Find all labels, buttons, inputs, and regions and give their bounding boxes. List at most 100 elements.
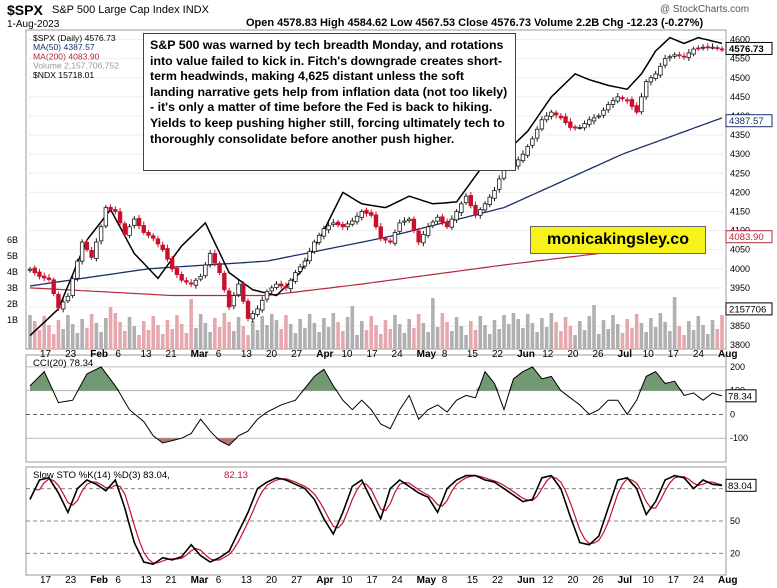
volume-bar	[307, 314, 312, 349]
candle-body	[620, 97, 625, 100]
volume-bar	[549, 313, 554, 349]
candle-body	[193, 279, 199, 286]
candle-body	[369, 212, 374, 216]
candle-body	[212, 253, 218, 264]
candle-body	[293, 272, 298, 282]
volume-bar	[293, 333, 298, 349]
volume-bar	[132, 326, 137, 349]
volume-bar	[80, 319, 84, 349]
sto-d-line	[29, 474, 723, 564]
x-label-top-4: 13	[140, 349, 152, 360]
volume-bar	[336, 322, 340, 349]
candle-body	[269, 287, 274, 292]
candle-body	[345, 223, 350, 228]
volume-bar	[75, 333, 80, 349]
candle-body	[416, 230, 421, 243]
candle-body	[468, 195, 473, 207]
price-tick-label-1: 3850	[730, 321, 750, 331]
x-label-top-0: 17	[40, 349, 52, 360]
volume-bar	[611, 315, 615, 349]
candle-body	[478, 209, 483, 216]
volume-bar	[359, 321, 364, 349]
candle-body	[534, 128, 540, 139]
candle-body	[51, 279, 56, 295]
legend-ma200: MA(200) 4083.90	[33, 51, 100, 61]
candle-body	[667, 56, 673, 59]
volume-tick-label-3: 3B	[7, 283, 18, 293]
candle-body	[606, 104, 611, 111]
candle-body	[473, 204, 478, 216]
legend-volume: Volume 2,157,706,752	[33, 61, 119, 71]
x-label-top-15: May	[417, 349, 437, 360]
volume-bar	[255, 330, 260, 349]
volume-bar	[426, 332, 430, 349]
cci-overbought-fill	[30, 366, 722, 391]
candle-body	[634, 105, 639, 113]
volume-bar	[687, 321, 691, 349]
volume-bar	[393, 315, 397, 349]
last-price-label: 4576.73	[729, 44, 764, 55]
volume-bar	[331, 313, 336, 349]
volume-bar	[104, 318, 108, 349]
candle-body	[383, 238, 388, 241]
candle-body	[681, 55, 687, 58]
candle-body	[354, 215, 360, 223]
candle-body	[715, 47, 720, 49]
candle-body	[60, 301, 66, 310]
x-label-bottom-26: 24	[693, 575, 705, 586]
x-label-bottom-14: 24	[392, 575, 404, 586]
x-label-top-22: 26	[592, 349, 604, 360]
candle-body	[217, 263, 222, 273]
candle-body	[70, 278, 75, 296]
volume-bar	[544, 327, 549, 349]
volume-bar	[232, 331, 236, 349]
cci-panel-border	[25, 354, 727, 463]
candle-body	[544, 115, 549, 121]
x-label-top-5: 21	[166, 349, 178, 360]
analysis-annotation: S&P 500 was warned by tech breadth Monda…	[143, 33, 516, 171]
x-label-bottom-8: 13	[241, 575, 253, 586]
legend-ndx: $NDX 15718.01	[33, 70, 94, 80]
x-label-top-12: 10	[341, 349, 353, 360]
volume-bar	[56, 320, 61, 349]
x-label-bottom-22: 26	[592, 575, 604, 586]
volume-bar	[559, 331, 563, 349]
candle-body	[596, 115, 601, 118]
price-tick-label-16: 4600	[730, 35, 750, 45]
candle-body	[639, 96, 644, 113]
candle-body	[539, 119, 545, 130]
volume-bar	[521, 328, 525, 349]
cci-value-label: 78.34	[728, 391, 753, 402]
candle-body	[122, 223, 127, 235]
volume-bar	[454, 317, 459, 349]
candle-body	[188, 282, 194, 285]
chart-date: 1-Aug-2023	[7, 19, 60, 30]
volume-bar	[322, 318, 326, 349]
volume-bar	[213, 318, 217, 349]
volume-tick-label-2: 4B	[7, 267, 18, 277]
volume-bar	[487, 334, 492, 349]
volume-bar	[156, 325, 160, 349]
ma50-value-label-box	[725, 114, 773, 128]
candle-body	[283, 285, 289, 289]
volume-bar	[312, 323, 317, 349]
candle-body	[705, 46, 710, 49]
candle-body	[297, 266, 303, 272]
candle-body	[302, 260, 308, 267]
volume-bar	[511, 313, 516, 349]
volume-bar	[615, 324, 620, 349]
volume-bar	[127, 317, 132, 349]
volume-bar	[179, 324, 184, 349]
candle-body	[582, 123, 587, 129]
candle-body	[696, 47, 701, 50]
volume-bar	[198, 314, 203, 349]
x-label-bottom-2: Feb	[90, 575, 108, 586]
x-label-bottom-13: 17	[366, 575, 378, 586]
x-label-top-26: 24	[693, 349, 705, 360]
volume-bar	[160, 334, 165, 349]
candle-body	[686, 52, 692, 58]
x-label-bottom-5: 21	[166, 575, 178, 586]
volume-bar	[587, 316, 592, 349]
candle-body	[207, 253, 213, 265]
candle-body	[165, 248, 170, 260]
